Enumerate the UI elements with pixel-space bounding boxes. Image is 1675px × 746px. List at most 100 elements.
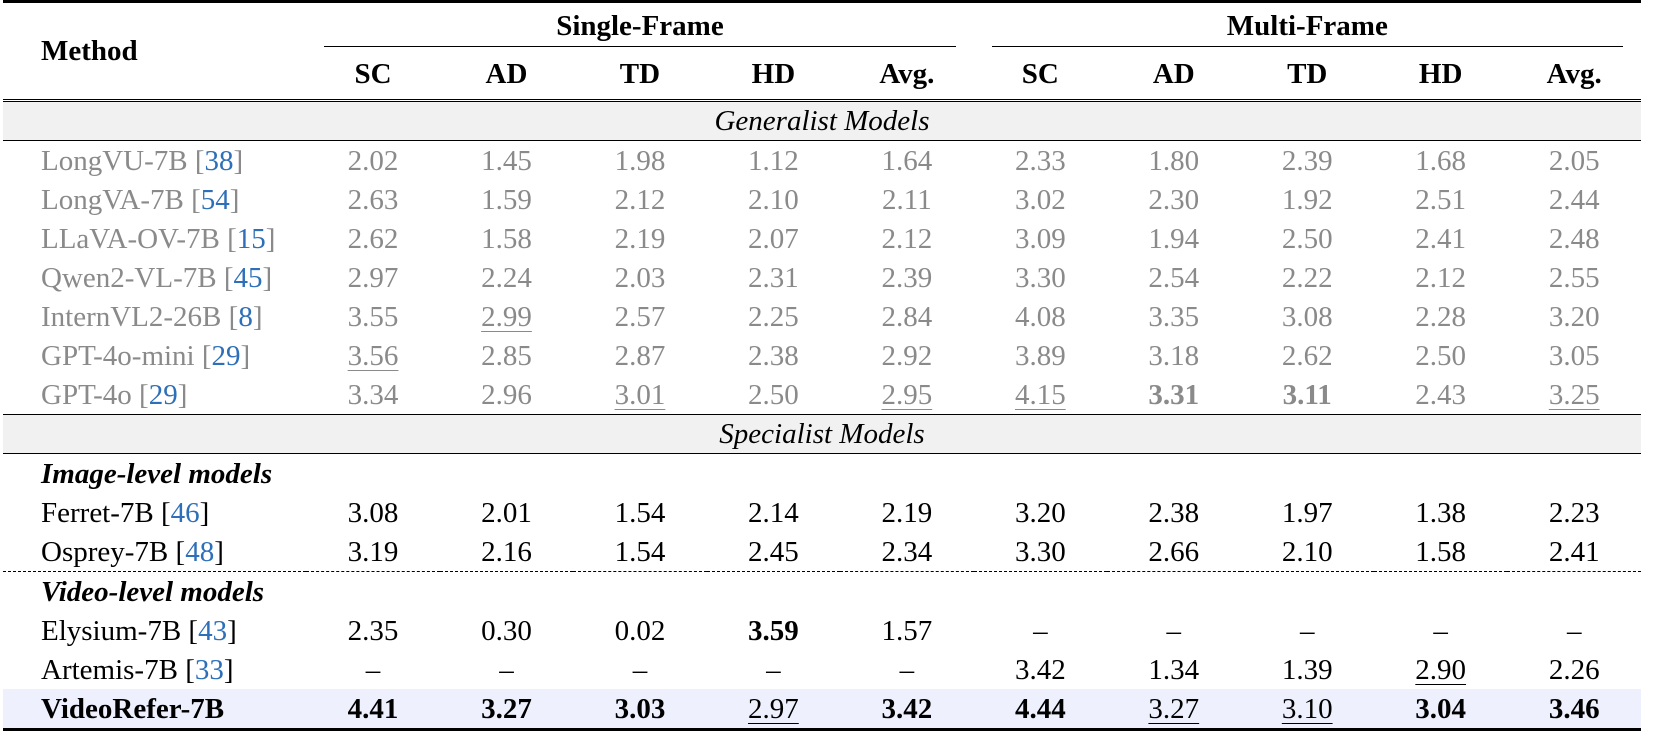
- table-row: Elysium-7B [43] 2.35 0.30 0.02 3.59 1.57…: [3, 611, 1641, 650]
- cell: 2.95: [881, 378, 933, 411]
- cell: 2.92: [881, 339, 933, 372]
- cell: 2.38: [1148, 496, 1200, 529]
- cell: 2.50: [1281, 222, 1333, 255]
- method-name: LongVU-7B [38]: [41, 144, 244, 177]
- cell: 3.56: [347, 339, 399, 372]
- col-header: SC: [306, 49, 440, 101]
- cell: 2.48: [1548, 222, 1600, 255]
- col-header: AD: [439, 49, 574, 101]
- cell: 2.05: [1548, 144, 1600, 177]
- cell: 3.09: [1014, 222, 1066, 255]
- group-header-single-frame: Single-Frame: [306, 0, 974, 49]
- col-header: AD: [1107, 49, 1241, 101]
- cell: 0.30: [481, 614, 532, 647]
- cell: 3.89: [1014, 339, 1066, 372]
- cell: 4.08: [1014, 300, 1066, 333]
- cell: 2.41: [1548, 535, 1600, 568]
- method-name: GPT-4o-mini [29]: [41, 339, 251, 372]
- cell: 2.44: [1548, 183, 1600, 216]
- cell: 2.30: [1148, 183, 1200, 216]
- col-header: TD: [573, 49, 707, 101]
- cell: 2.07: [748, 222, 799, 255]
- method-name: Elysium-7B [43]: [41, 614, 237, 647]
- cell: 3.05: [1548, 339, 1600, 372]
- cell: 2.23: [1548, 496, 1600, 529]
- cell: 2.85: [481, 339, 532, 372]
- cell: 1.39: [1281, 653, 1333, 686]
- cell: 2.12: [881, 222, 933, 255]
- method-name: Qwen2-VL-7B [45]: [41, 261, 273, 294]
- col-header: TD: [1240, 49, 1374, 101]
- table-row: Artemis-7B [33] – – – – – 3.42 1.34 1.39…: [3, 650, 1641, 689]
- cell: 4.41: [306, 689, 440, 731]
- cell: 2.55: [1548, 261, 1600, 294]
- cell: 1.57: [881, 614, 933, 647]
- table-row: Osprey-7B [48] 3.19 2.16 1.54 2.45 2.34 …: [3, 532, 1641, 572]
- cell: 2.19: [881, 496, 933, 529]
- cell: 2.41: [1415, 222, 1467, 255]
- cell: 1.64: [881, 144, 933, 177]
- section-specialist-models: Specialist Models: [3, 414, 1641, 454]
- cell: 3.18: [1148, 339, 1200, 372]
- cell: 3.02: [1014, 183, 1066, 216]
- cell: 2.54: [1148, 261, 1200, 294]
- method-name: InternVL2-26B [8]: [41, 300, 263, 333]
- cell: 1.54: [614, 496, 666, 529]
- cell: 3.34: [347, 378, 399, 411]
- cell: 2.43: [1415, 378, 1467, 411]
- cell: 2.39: [881, 261, 933, 294]
- results-table: Method Single-Frame Multi-Frame SC AD TD…: [3, 0, 1641, 731]
- table-row: LLaVA-OV-7B [15] 2.62 1.58 2.19 2.07 2.1…: [3, 219, 1641, 258]
- method-header: Method: [3, 0, 307, 101]
- cell: –: [1299, 614, 1315, 647]
- method-name: Artemis-7B [33]: [41, 653, 234, 686]
- cell: 4.15: [1014, 378, 1066, 411]
- cell: 3.08: [1281, 300, 1333, 333]
- cell: 1.92: [1281, 183, 1333, 216]
- method-name: VideoRefer-7B: [3, 689, 307, 731]
- cell: 3.01: [614, 378, 666, 411]
- table-row: LongVA-7B [54] 2.63 1.59 2.12 2.10 2.11 …: [3, 180, 1641, 219]
- cell: 2.45: [748, 535, 799, 568]
- cell: 2.19: [614, 222, 666, 255]
- method-name: LLaVA-OV-7B [15]: [41, 222, 276, 255]
- cell: 3.27: [1107, 689, 1241, 731]
- cell: 2.03: [614, 261, 666, 294]
- cell: –: [499, 653, 514, 686]
- cell: 1.58: [481, 222, 532, 255]
- cell: 3.31: [1148, 378, 1200, 411]
- cell: 1.97: [1281, 496, 1333, 529]
- cell: 2.24: [481, 261, 532, 294]
- cell: 2.97: [347, 261, 399, 294]
- cell: 3.55: [347, 300, 399, 333]
- cell: 2.26: [1548, 653, 1600, 686]
- cell: 1.54: [614, 535, 666, 568]
- cell: 3.35: [1148, 300, 1200, 333]
- cell: 3.46: [1507, 689, 1641, 731]
- cell: 1.80: [1148, 144, 1200, 177]
- cell: 1.34: [1148, 653, 1200, 686]
- cell: 3.30: [1014, 261, 1066, 294]
- group-header-multi-frame: Multi-Frame: [973, 0, 1641, 49]
- cell: 2.51: [1415, 183, 1467, 216]
- cell: 1.45: [481, 144, 532, 177]
- col-header: Avg.: [840, 49, 974, 101]
- cell: –: [1033, 614, 1048, 647]
- cell: 2.16: [481, 535, 532, 568]
- cell: –: [1566, 614, 1582, 647]
- table-row: LongVU-7B [38] 2.02 1.45 1.98 1.12 1.64 …: [3, 141, 1641, 181]
- cell: 2.28: [1415, 300, 1467, 333]
- cell: 3.25: [1548, 378, 1600, 411]
- cell: 2.22: [1281, 261, 1333, 294]
- col-header: SC: [973, 49, 1108, 101]
- cell: 2.12: [614, 183, 666, 216]
- cell: 2.84: [881, 300, 933, 333]
- table-row: Qwen2-VL-7B [45] 2.97 2.24 2.03 2.31 2.3…: [3, 258, 1641, 297]
- cell: 2.99: [481, 300, 532, 333]
- cell: 2.62: [1281, 339, 1333, 372]
- cell: 2.01: [481, 496, 532, 529]
- cell: 1.68: [1415, 144, 1467, 177]
- cell: 2.66: [1148, 535, 1200, 568]
- cell: 1.38: [1415, 496, 1467, 529]
